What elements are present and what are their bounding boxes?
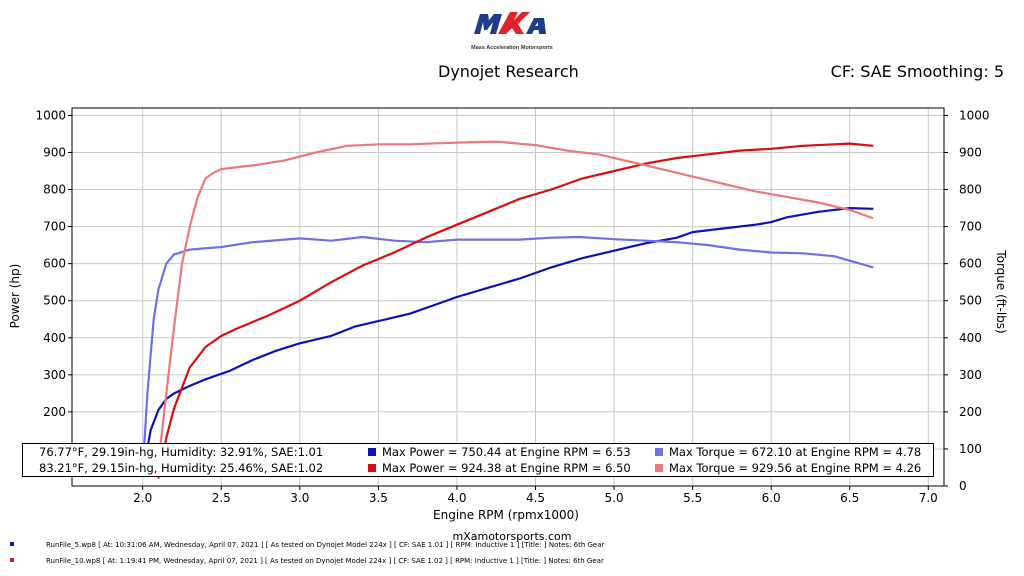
- run1-max-power: Max Power = 750.44 at Engine RPM = 6.53: [368, 444, 631, 460]
- y-tick-label-1: 200: [43, 405, 66, 419]
- y2-tick-label-3: 300: [959, 368, 982, 382]
- run2-power-swatch: [368, 464, 376, 472]
- run1-conditions: 76.77°F, 29.19in-hg, Humidity: 32.91%, S…: [39, 445, 324, 459]
- footer-run1: RunFile_5.wp8 [ At: 10:31:06 AM, Wednesd…: [10, 541, 604, 549]
- run1-torque-swatch: [655, 448, 663, 456]
- y-tick-label-9: 1000: [35, 108, 66, 122]
- y-tick-label-2: 300: [43, 368, 66, 382]
- x-tick-label-4: 4.0: [447, 491, 466, 505]
- x-tick-label-6: 5.0: [605, 491, 624, 505]
- y2-tick-label-0: 0: [959, 479, 967, 493]
- y-tick-label-7: 800: [43, 183, 66, 197]
- chart-title: Dynojet Research: [438, 62, 579, 81]
- x-tick-label-1: 2.5: [212, 491, 231, 505]
- y-axis-label: Power (hp): [8, 264, 22, 329]
- y2-tick-label-5: 500: [959, 294, 982, 308]
- y-tick-label-6: 700: [43, 220, 66, 234]
- x-tick-label-0: 2.0: [133, 491, 152, 505]
- run2-torque-line: [157, 140, 874, 464]
- run2-torque-swatch: [655, 464, 663, 472]
- x-tick-label-5: 4.5: [526, 491, 545, 505]
- x-axis-label: Engine RPM (rpmx1000): [433, 508, 579, 522]
- legend-row-run2: 83.21°F, 29.15in-hg, Humidity: 25.46%, S…: [23, 460, 933, 476]
- y2-tick-label-4: 400: [959, 331, 982, 345]
- run2-conditions: 83.21°F, 29.15in-hg, Humidity: 25.46%, S…: [39, 461, 324, 475]
- run2-max-power: Max Power = 924.38 at Engine RPM = 6.50: [368, 460, 631, 476]
- y2-axis-ticks: 0 100 200 300 400 500 600 700 800 900 1000: [944, 108, 990, 493]
- y2-tick-label-8: 800: [959, 183, 982, 197]
- y2-tick-label-7: 700: [959, 220, 982, 234]
- x-tick-label-9: 6.5: [840, 491, 859, 505]
- logo-tagline: Mass Acceleration Motorsports: [471, 45, 553, 51]
- run1-max-torque: Max Torque = 672.10 at Engine RPM = 4.78: [655, 444, 921, 460]
- y2-tick-label-10: 1000: [959, 108, 990, 122]
- footer-site: mXamotorsports.com: [452, 530, 572, 543]
- plot-frame: [71, 107, 945, 487]
- run1-torque-line: [141, 235, 874, 472]
- x-tick-label-7: 5.5: [683, 491, 702, 505]
- x-tick-label-10: 7.0: [919, 491, 938, 505]
- x-tick-label-3: 3.5: [369, 491, 388, 505]
- series-lines: [141, 140, 874, 479]
- x-tick-label-2: 3.0: [290, 491, 309, 505]
- grid-lines: [72, 108, 944, 486]
- run1-power-swatch: [368, 448, 376, 456]
- run1-power-line: [141, 207, 874, 476]
- y-tick-label-4: 500: [43, 294, 66, 308]
- logo-mark: [474, 12, 546, 34]
- y-tick-label-5: 600: [43, 257, 66, 271]
- correction-factor-info: CF: SAE Smoothing: 5: [830, 62, 1004, 81]
- run2-max-torque: Max Torque = 929.56 at Engine RPM = 4.26: [655, 460, 921, 476]
- y2-tick-label-6: 600: [959, 257, 982, 271]
- y-tick-label-8: 900: [43, 145, 66, 159]
- y2-tick-label-2: 200: [959, 405, 982, 419]
- x-axis-ticks: 2.0 2.5 3.0 3.5 4.0 4.5 5.0 5.5 6.0 6.5 7.0: [133, 486, 938, 505]
- run2-power-line: [157, 142, 874, 479]
- y2-tick-label-1: 100: [959, 442, 982, 456]
- footer-run2: RunFile_10.wp8 [ At: 1:19:41 PM, Wednesd…: [10, 557, 604, 565]
- y-tick-label-3: 400: [43, 331, 66, 345]
- legend-row-run1: 76.77°F, 29.19in-hg, Humidity: 32.91%, S…: [23, 444, 933, 460]
- y2-tick-label-9: 900: [959, 145, 982, 159]
- run-legend: 76.77°F, 29.19in-hg, Humidity: 32.91%, S…: [22, 443, 934, 477]
- mxa-logo: Mass Acceleration Motorsports: [471, 12, 553, 51]
- y2-axis-label: Torque (ft-lbs): [994, 249, 1008, 333]
- x-tick-label-8: 6.0: [762, 491, 781, 505]
